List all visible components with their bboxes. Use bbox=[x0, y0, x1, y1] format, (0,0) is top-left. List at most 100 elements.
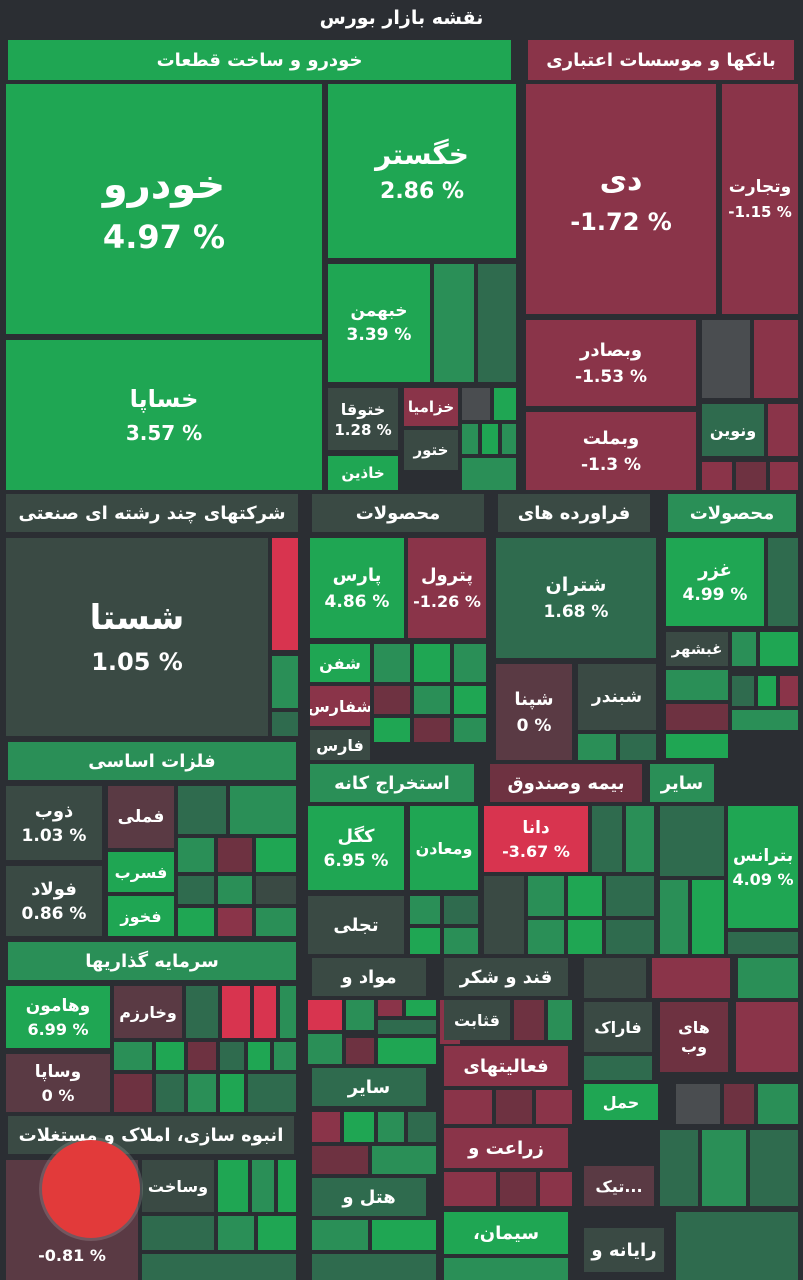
cell-filler-q7[interactable] bbox=[312, 1220, 368, 1250]
cell-filler-a6[interactable] bbox=[482, 424, 498, 454]
cell-petrol[interactable]: پترول -1.26 % bbox=[408, 538, 486, 638]
cell-filler-d5[interactable] bbox=[414, 686, 450, 714]
cell-filler-m7[interactable] bbox=[346, 1038, 374, 1064]
sector-header-sugar[interactable]: قند و شکر bbox=[444, 958, 568, 996]
cell-dana[interactable]: دانا -3.67 % bbox=[484, 806, 588, 872]
cell-filler-h4[interactable] bbox=[444, 928, 478, 954]
cell-filler-f8[interactable] bbox=[666, 704, 728, 730]
cell-filler-m4[interactable] bbox=[406, 1000, 436, 1016]
cell-khodro[interactable]: خودرو 4.97 % bbox=[6, 84, 322, 334]
cell-filler-k8[interactable] bbox=[220, 1042, 244, 1070]
cell-filler-k7[interactable] bbox=[188, 1042, 216, 1070]
cell-filler-j4[interactable] bbox=[728, 932, 798, 954]
cell-filler-a4[interactable] bbox=[494, 388, 516, 420]
cell-filler-f10[interactable] bbox=[666, 734, 728, 758]
cell-filler-p1[interactable] bbox=[736, 1002, 798, 1072]
cell-filler-g1[interactable] bbox=[178, 786, 226, 834]
cell-filler-g9[interactable] bbox=[178, 908, 214, 936]
cell-tajali[interactable]: تجلی bbox=[308, 896, 404, 954]
cell-filler-g4[interactable] bbox=[218, 838, 252, 872]
cell-filler-p2[interactable] bbox=[584, 1056, 652, 1080]
cell-filler-n5[interactable] bbox=[652, 958, 730, 998]
cell-fkhooz[interactable]: فخوز bbox=[108, 896, 174, 936]
cell-filler-o1[interactable] bbox=[444, 1090, 492, 1124]
cell-filler-l5[interactable] bbox=[218, 1216, 254, 1250]
cell-filler-j3[interactable] bbox=[692, 880, 724, 954]
cell-filler-k15[interactable] bbox=[248, 1074, 296, 1112]
cell-shepna[interactable]: شپنا 0 % bbox=[496, 664, 572, 760]
sector-header-agri[interactable]: زراعت و bbox=[444, 1128, 568, 1168]
cell-filler-e2[interactable] bbox=[620, 734, 656, 760]
sector-header-activities[interactable]: فعالیتهای bbox=[444, 1046, 568, 1086]
cell-ghazar[interactable]: غزر 4.99 % bbox=[666, 538, 764, 626]
cell-filler-f5[interactable] bbox=[732, 676, 754, 706]
cell-filler-q9[interactable] bbox=[312, 1254, 436, 1280]
cell-filler-c2[interactable] bbox=[272, 656, 298, 708]
cell-filler-m3[interactable] bbox=[378, 1000, 402, 1016]
cell-filler-h1[interactable] bbox=[410, 896, 440, 924]
cell-filler-l2[interactable] bbox=[252, 1160, 274, 1212]
cell-filler-i3[interactable] bbox=[484, 876, 524, 954]
cell-shetran[interactable]: شتران 1.68 % bbox=[496, 538, 656, 658]
cell-filler-b4[interactable] bbox=[702, 462, 732, 490]
cell-vbmelat[interactable]: وبملت -1.3 % bbox=[526, 412, 696, 490]
cell-filler-d8[interactable] bbox=[414, 718, 450, 742]
cell-filler-l4[interactable] bbox=[142, 1216, 214, 1250]
cell-vtejarat[interactable]: وتجارت -1.15 % bbox=[722, 84, 798, 314]
cell-filler-d2[interactable] bbox=[414, 644, 450, 682]
cell-sabet[interactable]: قثابت bbox=[444, 1000, 510, 1040]
cell-tik[interactable]: ...تیک bbox=[584, 1166, 654, 1206]
cell-shafars[interactable]: شفارس bbox=[310, 686, 370, 726]
cell-khazin[interactable]: خاذین bbox=[328, 456, 398, 490]
cell-shafan[interactable]: شفن bbox=[310, 644, 370, 682]
sector-header-cement[interactable]: سیمان، bbox=[444, 1212, 568, 1254]
cell-khasapa[interactable]: خساپا 3.57 % bbox=[6, 340, 322, 490]
cell-filler-q4[interactable] bbox=[408, 1112, 436, 1142]
cell-khavar[interactable]: ختور bbox=[404, 430, 458, 470]
cell-khazamia[interactable]: خزامیا bbox=[404, 388, 458, 426]
cell-filler-i6[interactable] bbox=[606, 876, 654, 916]
cell-filler-f6[interactable] bbox=[758, 676, 776, 706]
cell-filler-k11[interactable] bbox=[114, 1074, 152, 1112]
cell-filler-f1[interactable] bbox=[768, 538, 798, 626]
cell-filler-r1[interactable] bbox=[444, 1172, 496, 1206]
cell-filler-q5[interactable] bbox=[312, 1146, 368, 1174]
cell-filler-s1[interactable] bbox=[444, 1258, 568, 1280]
sector-header-auto[interactable]: خودرو و ساخت قطعات bbox=[8, 40, 511, 80]
cell-filler-c3[interactable] bbox=[272, 712, 298, 736]
cell-haywe[interactable]: های وب bbox=[660, 1002, 728, 1072]
cell-filler-p3[interactable] bbox=[676, 1084, 720, 1124]
cell-filler-l7[interactable] bbox=[142, 1254, 296, 1280]
cell-filler-g7[interactable] bbox=[218, 876, 252, 904]
cell-filler-l6[interactable] bbox=[258, 1216, 296, 1250]
cell-filler-t3[interactable] bbox=[750, 1130, 798, 1206]
cell-filler-k5[interactable] bbox=[114, 1042, 152, 1070]
cell-filler-b1[interactable] bbox=[702, 320, 750, 398]
cell-vhamoon[interactable]: وهامون 6.99 % bbox=[6, 986, 110, 1048]
cell-filler-r3[interactable] bbox=[540, 1172, 572, 1206]
cell-filler-g3[interactable] bbox=[178, 838, 214, 872]
cell-filler-r2[interactable] bbox=[500, 1172, 536, 1206]
cell-filler-j2[interactable] bbox=[660, 880, 688, 954]
cell-vnovin[interactable]: ونوین bbox=[702, 404, 764, 456]
sector-header-hotel[interactable]: هتل و bbox=[312, 1178, 426, 1216]
cell-filler-d6[interactable] bbox=[454, 686, 486, 714]
cell-haml[interactable]: حمل bbox=[584, 1084, 658, 1120]
sector-header-mining[interactable]: استخراج کانه bbox=[310, 764, 474, 802]
cell-filler-k6[interactable] bbox=[156, 1042, 184, 1070]
cell-filler-k10[interactable] bbox=[274, 1042, 296, 1070]
cell-filler-j1[interactable] bbox=[660, 806, 724, 876]
cell-filler-k3[interactable] bbox=[254, 986, 276, 1038]
cell-filler-d4[interactable] bbox=[374, 686, 410, 714]
cell-vsakht[interactable]: وساخت bbox=[142, 1160, 214, 1212]
cell-filler-m5[interactable] bbox=[378, 1020, 436, 1034]
cell-filler-l3[interactable] bbox=[278, 1160, 296, 1212]
cell-filler-t2[interactable] bbox=[702, 1130, 746, 1206]
cell-filler-a2[interactable] bbox=[478, 264, 516, 382]
sector-header-insurance[interactable]: بیمه وصندوق bbox=[490, 764, 642, 802]
cell-filler-a7[interactable] bbox=[502, 424, 516, 454]
cell-vsapa[interactable]: وساپا 0 % bbox=[6, 1054, 110, 1112]
sector-header-metals[interactable]: فلزات اساسی bbox=[8, 742, 296, 780]
cell-filler-a3[interactable] bbox=[462, 388, 490, 420]
cell-filler-m1[interactable] bbox=[308, 1000, 342, 1030]
